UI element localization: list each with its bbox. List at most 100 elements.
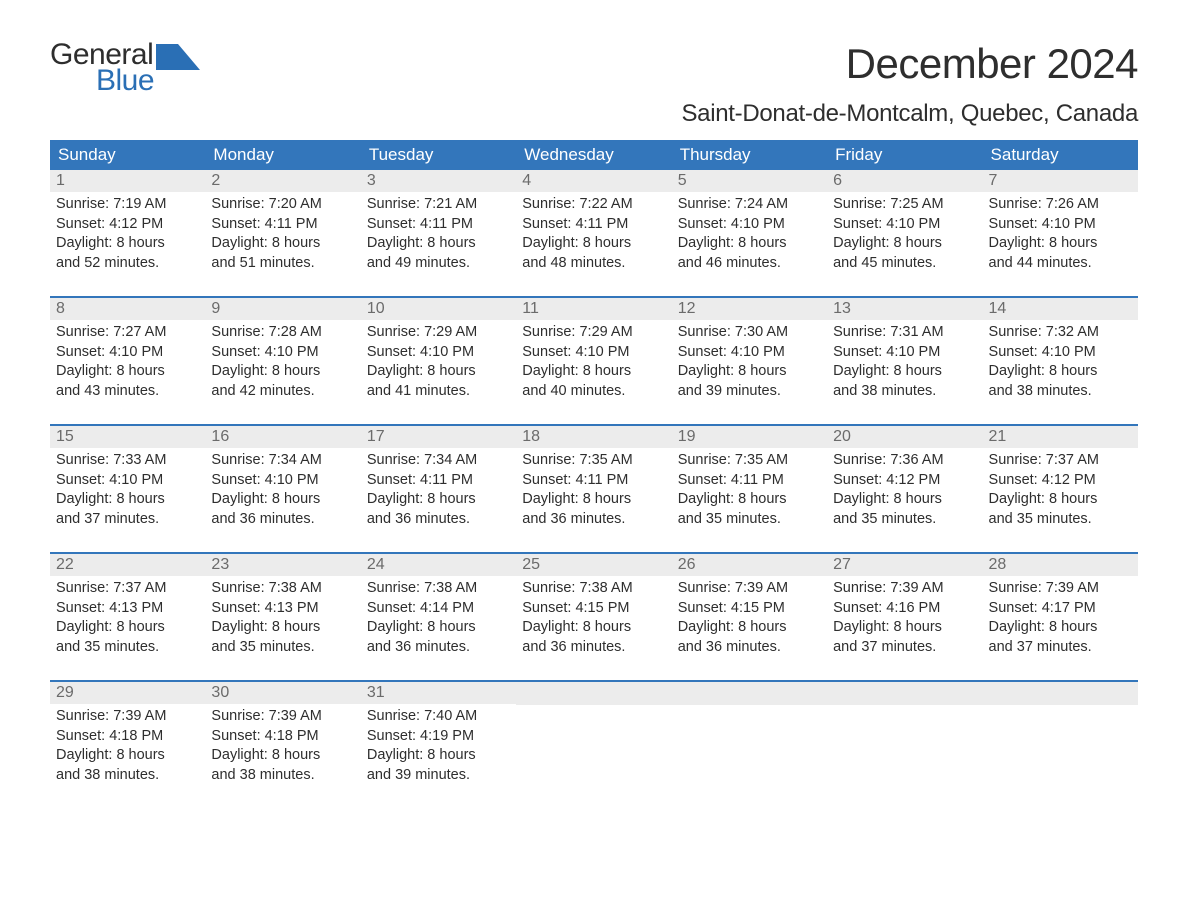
daylight2-text: and 35 minutes. — [211, 638, 354, 658]
logo-text: General Blue — [50, 40, 154, 96]
calendar-week: 22Sunrise: 7:37 AMSunset: 4:13 PMDayligh… — [50, 552, 1138, 680]
day-number-row: 9 — [205, 298, 360, 320]
daylight2-text: and 38 minutes. — [833, 382, 976, 402]
weekday-header: Thursday — [672, 140, 827, 170]
day-details: Sunrise: 7:29 AMSunset: 4:10 PMDaylight:… — [516, 320, 671, 407]
sunrise-text: Sunrise: 7:32 AM — [989, 323, 1132, 343]
daylight1-text: Daylight: 8 hours — [522, 618, 665, 638]
sunset-text: Sunset: 4:11 PM — [211, 215, 354, 235]
calendar-day: 15Sunrise: 7:33 AMSunset: 4:10 PMDayligh… — [50, 426, 205, 552]
daylight1-text: Daylight: 8 hours — [367, 362, 510, 382]
day-number-row — [827, 682, 982, 705]
weekday-header: Saturday — [983, 140, 1138, 170]
sunrise-text: Sunrise: 7:38 AM — [211, 579, 354, 599]
calendar-day — [983, 682, 1138, 808]
day-details: Sunrise: 7:19 AMSunset: 4:12 PMDaylight:… — [50, 192, 205, 279]
day-details: Sunrise: 7:26 AMSunset: 4:10 PMDaylight:… — [983, 192, 1138, 279]
daylight1-text: Daylight: 8 hours — [522, 490, 665, 510]
sunrise-text: Sunrise: 7:26 AM — [989, 195, 1132, 215]
logo-text-blue: Blue — [96, 66, 154, 96]
daylight2-text: and 36 minutes. — [522, 510, 665, 530]
daylight2-text: and 37 minutes. — [56, 510, 199, 530]
daylight2-text: and 48 minutes. — [522, 254, 665, 274]
daylight2-text: and 42 minutes. — [211, 382, 354, 402]
day-number: 26 — [678, 556, 696, 573]
day-number-row: 3 — [361, 170, 516, 192]
day-number-row: 25 — [516, 554, 671, 576]
day-number-row: 28 — [983, 554, 1138, 576]
sunrise-text: Sunrise: 7:22 AM — [522, 195, 665, 215]
sunrise-text: Sunrise: 7:29 AM — [522, 323, 665, 343]
daylight1-text: Daylight: 8 hours — [833, 618, 976, 638]
day-details: Sunrise: 7:34 AMSunset: 4:10 PMDaylight:… — [205, 448, 360, 535]
day-number: 6 — [833, 172, 842, 189]
sunset-text: Sunset: 4:17 PM — [989, 599, 1132, 619]
calendar-day: 29Sunrise: 7:39 AMSunset: 4:18 PMDayligh… — [50, 682, 205, 808]
day-number-row: 20 — [827, 426, 982, 448]
daylight1-text: Daylight: 8 hours — [56, 746, 199, 766]
daylight1-text: Daylight: 8 hours — [678, 490, 821, 510]
calendar-day: 26Sunrise: 7:39 AMSunset: 4:15 PMDayligh… — [672, 554, 827, 680]
sunrise-text: Sunrise: 7:28 AM — [211, 323, 354, 343]
daylight1-text: Daylight: 8 hours — [989, 618, 1132, 638]
calendar-day: 19Sunrise: 7:35 AMSunset: 4:11 PMDayligh… — [672, 426, 827, 552]
sunset-text: Sunset: 4:10 PM — [678, 215, 821, 235]
day-number: 30 — [211, 684, 229, 701]
day-number: 20 — [833, 428, 851, 445]
sunrise-text: Sunrise: 7:19 AM — [56, 195, 199, 215]
daylight1-text: Daylight: 8 hours — [522, 362, 665, 382]
sunrise-text: Sunrise: 7:30 AM — [678, 323, 821, 343]
day-number: 18 — [522, 428, 540, 445]
day-details: Sunrise: 7:39 AMSunset: 4:18 PMDaylight:… — [50, 704, 205, 791]
sunset-text: Sunset: 4:18 PM — [211, 727, 354, 747]
daylight2-text: and 46 minutes. — [678, 254, 821, 274]
sunrise-text: Sunrise: 7:36 AM — [833, 451, 976, 471]
day-details: Sunrise: 7:24 AMSunset: 4:10 PMDaylight:… — [672, 192, 827, 279]
calendar-day: 24Sunrise: 7:38 AMSunset: 4:14 PMDayligh… — [361, 554, 516, 680]
sunset-text: Sunset: 4:10 PM — [989, 343, 1132, 363]
sunset-text: Sunset: 4:13 PM — [56, 599, 199, 619]
logo-flag-icon — [156, 44, 200, 75]
day-number-row: 7 — [983, 170, 1138, 192]
daylight2-text: and 38 minutes. — [989, 382, 1132, 402]
calendar-day — [516, 682, 671, 808]
day-number: 5 — [678, 172, 687, 189]
daylight1-text: Daylight: 8 hours — [833, 234, 976, 254]
daylight2-text: and 35 minutes. — [989, 510, 1132, 530]
day-number-row: 12 — [672, 298, 827, 320]
calendar-day: 31Sunrise: 7:40 AMSunset: 4:19 PMDayligh… — [361, 682, 516, 808]
sunrise-text: Sunrise: 7:34 AM — [211, 451, 354, 471]
daylight1-text: Daylight: 8 hours — [211, 234, 354, 254]
calendar-day: 3Sunrise: 7:21 AMSunset: 4:11 PMDaylight… — [361, 170, 516, 296]
sunrise-text: Sunrise: 7:20 AM — [211, 195, 354, 215]
sunrise-text: Sunrise: 7:40 AM — [367, 707, 510, 727]
daylight1-text: Daylight: 8 hours — [522, 234, 665, 254]
sunset-text: Sunset: 4:10 PM — [833, 215, 976, 235]
calendar-day: 22Sunrise: 7:37 AMSunset: 4:13 PMDayligh… — [50, 554, 205, 680]
daylight2-text: and 41 minutes. — [367, 382, 510, 402]
day-details: Sunrise: 7:38 AMSunset: 4:14 PMDaylight:… — [361, 576, 516, 663]
sunset-text: Sunset: 4:10 PM — [989, 215, 1132, 235]
calendar-day: 12Sunrise: 7:30 AMSunset: 4:10 PMDayligh… — [672, 298, 827, 424]
day-number-row: 22 — [50, 554, 205, 576]
day-details: Sunrise: 7:39 AMSunset: 4:17 PMDaylight:… — [983, 576, 1138, 663]
weekday-header: Wednesday — [516, 140, 671, 170]
day-number-row: 17 — [361, 426, 516, 448]
sunset-text: Sunset: 4:11 PM — [522, 471, 665, 491]
calendar-day: 9Sunrise: 7:28 AMSunset: 4:10 PMDaylight… — [205, 298, 360, 424]
sunset-text: Sunset: 4:16 PM — [833, 599, 976, 619]
day-details: Sunrise: 7:38 AMSunset: 4:13 PMDaylight:… — [205, 576, 360, 663]
calendar-week: 1Sunrise: 7:19 AMSunset: 4:12 PMDaylight… — [50, 170, 1138, 296]
daylight1-text: Daylight: 8 hours — [367, 490, 510, 510]
day-number-row: 21 — [983, 426, 1138, 448]
daylight1-text: Daylight: 8 hours — [989, 490, 1132, 510]
weekday-header: Friday — [827, 140, 982, 170]
day-number-row: 8 — [50, 298, 205, 320]
calendar-day: 16Sunrise: 7:34 AMSunset: 4:10 PMDayligh… — [205, 426, 360, 552]
calendar-day: 17Sunrise: 7:34 AMSunset: 4:11 PMDayligh… — [361, 426, 516, 552]
day-number-row: 19 — [672, 426, 827, 448]
day-details: Sunrise: 7:36 AMSunset: 4:12 PMDaylight:… — [827, 448, 982, 535]
sunset-text: Sunset: 4:10 PM — [211, 343, 354, 363]
daylight2-text: and 39 minutes. — [678, 382, 821, 402]
day-number: 28 — [989, 556, 1007, 573]
